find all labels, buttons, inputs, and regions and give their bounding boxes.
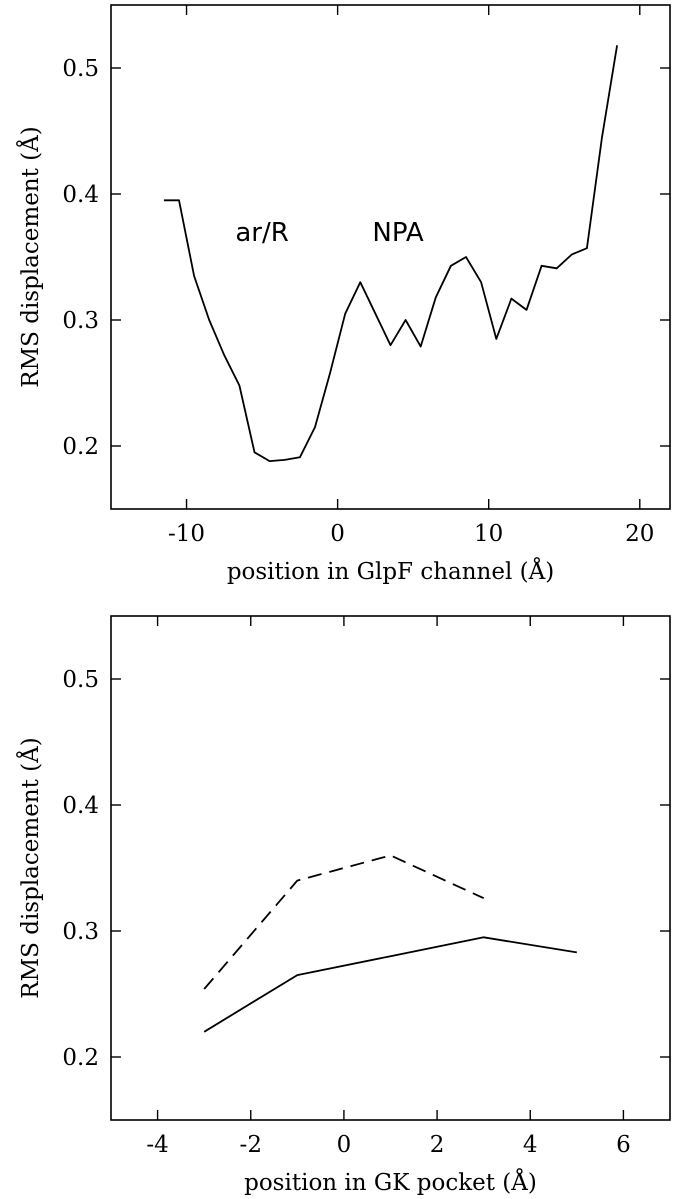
y-tick-label: 0.3	[62, 308, 99, 334]
plot-frame	[110, 4, 671, 510]
x-axis-title: position in GK pocket (Å)	[244, 1168, 537, 1196]
x-tick-label: -10	[168, 521, 205, 547]
x-tick-label: 0	[330, 521, 345, 547]
x-tick-label: -2	[240, 1132, 262, 1158]
y-tick-label: 0.2	[62, 1045, 99, 1071]
chart-annotation: NPA	[372, 218, 423, 248]
y-tick-label: 0.2	[62, 434, 99, 460]
solid-series-line	[203, 936, 577, 1033]
x-axis-title: position in GlpF channel (Å)	[227, 557, 554, 585]
y-axis-title: RMS displacement (Å)	[16, 126, 44, 387]
solid-series-line	[163, 45, 618, 463]
y-tick-label: 0.3	[62, 919, 99, 945]
y-tick-label: 0.4	[62, 793, 99, 819]
x-tick-label: 20	[625, 521, 654, 547]
bottom-chart-panel: -4 -2 0 2 4 6 0.2 0.3 0.4 0.5 position in GK pocke…	[16, 615, 671, 1196]
x-tick-label: 2	[430, 1132, 445, 1158]
chart-annotation: ar/R	[235, 218, 288, 248]
x-tick-label: 6	[616, 1132, 631, 1158]
y-tick-label: 0.4	[62, 182, 99, 208]
dashed-series-line	[203, 854, 485, 990]
y-tick-label: 0.5	[62, 667, 99, 693]
x-tick-label: -4	[146, 1132, 168, 1158]
y-tick-label: 0.5	[62, 56, 99, 82]
plot-frame	[110, 615, 671, 1121]
top-chart-panel: -10 0 10 20 0.2 0.3 0.4 0.5 position in GlpF cha…	[16, 4, 671, 585]
x-tick-label: 10	[474, 521, 503, 547]
x-tick-label: 4	[523, 1132, 538, 1158]
x-tick-label: 0	[337, 1132, 352, 1158]
y-axis-title: RMS displacement (Å)	[16, 737, 44, 998]
